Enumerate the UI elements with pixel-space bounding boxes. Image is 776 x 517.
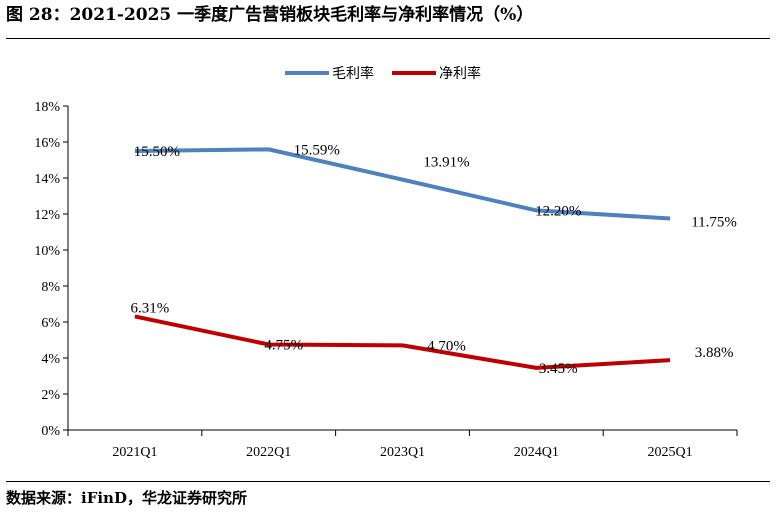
title-divider [6,38,770,39]
data-label: 3.45% [539,361,578,377]
x-tick-label: 2024Q1 [514,445,559,460]
chart-series [134,147,671,370]
data-label: 15.59% [294,142,340,158]
y-tick-label: 4% [41,352,60,367]
chart-data-labels: 15.50% 15.59% 13.91% 12.20% 11.75% 6.31% 4.75%… [131,142,737,377]
y-tick-label: 0% [41,424,60,439]
y-tick-label: 14% [34,172,60,187]
y-tick-label: 6% [41,316,60,331]
series-line-2 [134,314,671,370]
data-label: 3.88% [695,345,734,361]
figure-title: 图 28：2021-2025 一季度广告营销板块毛利率与净利率情况（%） [6,5,534,25]
y-tick-label: 10% [34,244,60,259]
legend-label-1: 毛利率 [332,65,374,82]
x-tick-label: 2021Q1 [112,445,157,460]
chart-axes: 0% 2% 4% 6% 8% 10% 12% 14% 16% 18% 2021Q1 2022Q1 202… [34,100,738,460]
y-tick-label: 12% [34,208,60,223]
data-label: 4.75% [264,338,303,354]
data-label: 11.75% [691,215,737,231]
x-tick-label: 2023Q1 [380,445,425,460]
y-tick-label: 2% [41,388,60,403]
legend-label-2: 净利率 [439,65,481,82]
x-tick-label: 2022Q1 [246,445,291,460]
source-note: 数据来源：iFinD，华龙证券研究所 [6,489,247,507]
data-label: 15.50% [134,144,180,160]
chart-legend: 毛利率 净利率 [285,65,481,82]
source-divider [6,481,770,482]
y-tick-label: 16% [34,136,60,151]
data-label: 12.20% [535,203,581,219]
series-line-1 [134,147,671,221]
y-tick-label: 18% [34,100,60,115]
data-label: 4.70% [427,338,466,354]
data-label: 13.91% [423,155,469,171]
y-tick-label: 8% [41,280,60,295]
x-tick-label: 2025Q1 [648,445,693,460]
data-label: 6.31% [131,300,170,316]
